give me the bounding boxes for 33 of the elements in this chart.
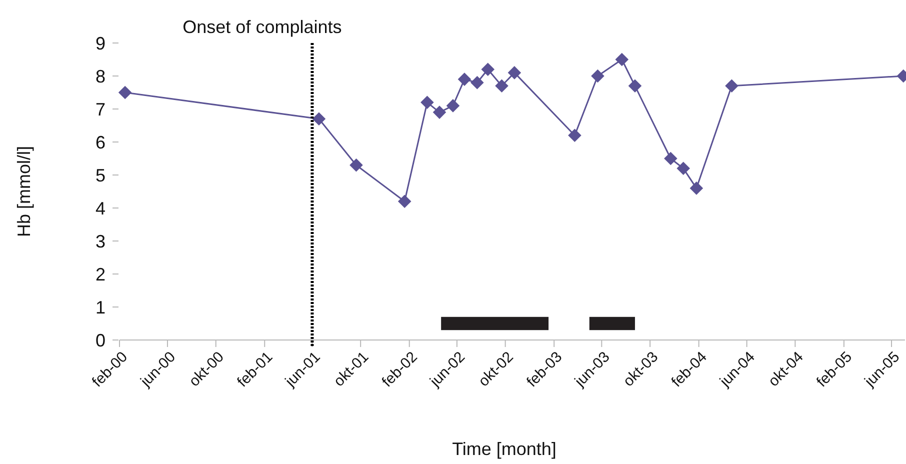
point [118,86,132,99]
x-axis-title: Time [month] [452,439,556,459]
point [628,79,642,92]
point [481,62,494,76]
point [458,72,471,86]
point [690,182,703,195]
ref-line-label: Onset of complaints [182,17,342,37]
point [470,76,484,90]
point [676,162,690,175]
point [350,158,363,172]
y-tick-label: 5 [95,165,106,186]
point [615,53,628,66]
y-tick-label: 7 [95,99,106,120]
y-tick-label: 1 [95,297,106,318]
point [433,106,446,119]
y-tick-label: 2 [95,264,106,284]
point [446,99,460,112]
y-tick-label: 8 [95,66,106,86]
y-tick-label: 0 [95,330,106,350]
y-tick-label: 6 [95,132,106,152]
y-tick-label: 9 [95,33,106,54]
point [725,79,738,92]
point [495,79,508,92]
point [591,70,604,82]
point [568,128,582,142]
point [420,96,434,109]
y-tick-label: 4 [95,198,106,218]
y-axis-title: Hb [mmol/l] [14,146,34,238]
point [312,112,326,126]
point [398,194,412,208]
point [508,66,521,80]
y-tick-label: 3 [95,231,106,252]
point [664,152,678,165]
